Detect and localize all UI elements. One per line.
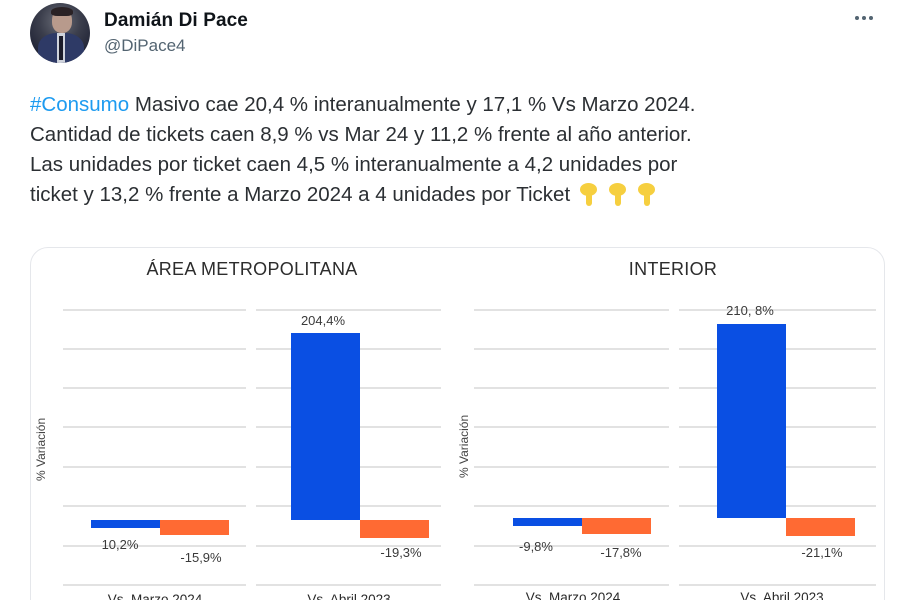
tweet-image-charts[interactable]: ÁREA METROPOLITANA INTERIOR % Variación … [30, 247, 885, 600]
avatar[interactable] [30, 3, 90, 63]
bar-metro-abril-blue [291, 333, 360, 520]
label-interior-marzo-blue: -9,8% [519, 539, 553, 554]
bar-interior-marzo-orange [582, 518, 651, 534]
more-options-button[interactable] [852, 12, 876, 24]
bar-interior-marzo-blue [513, 518, 582, 526]
tweet-line-1-text: Masivo cae 20,4 % interanualmente y 17,1… [129, 93, 696, 116]
bar-metro-marzo-blue [91, 520, 160, 528]
bar-interior-abril-orange [786, 518, 855, 536]
thumbs-down-icon [577, 181, 599, 207]
more-horizontal-icon [862, 16, 866, 20]
bar-interior-abril-blue [717, 324, 786, 518]
category-label-interior-marzo: Vs. Marzo 2024 [525, 590, 621, 600]
chart-title-area-metropolitana: ÁREA METROPOLITANA [146, 259, 358, 279]
author-handle[interactable]: @DiPace4 [104, 36, 186, 55]
avatar-hair [51, 7, 73, 16]
bar-metro-marzo-orange [160, 520, 229, 535]
label-interior-abril-orange: -21,1% [801, 545, 843, 560]
label-interior-abril-blue: 210, 8% [726, 303, 774, 318]
tweet-text: #Consumo Masivo cae 20,4 % interanualmen… [30, 90, 870, 210]
category-label-metro-abril: Vs. Abril 2023 [307, 592, 391, 600]
label-metro-abril-orange: -19,3% [380, 545, 422, 560]
avatar-tie [59, 36, 63, 60]
label-interior-marzo-orange: -17,8% [600, 545, 642, 560]
bar-metro-abril-orange [360, 520, 429, 538]
tweet-line-4-text: ticket y 13,2 % frente a Marzo 2024 a 4 … [30, 183, 571, 206]
tweet-line-4: ticket y 13,2 % frente a Marzo 2024 a 4 … [30, 180, 870, 210]
more-horizontal-icon [855, 16, 859, 20]
hashtag-link[interactable]: #Consumo [30, 93, 130, 116]
thumbs-down-icon [606, 181, 628, 207]
chart-title-interior: INTERIOR [628, 259, 718, 279]
tweet-line-2: Cantidad de tickets caen 8,9 % vs Mar 24… [30, 123, 692, 146]
chart-ylabel-left: % Variación [34, 417, 48, 481]
tweet-line-3: Las unidades por ticket caen 4,5 % inter… [30, 153, 678, 176]
tweet-line-1: #Consumo Masivo cae 20,4 % interanualmen… [30, 90, 870, 120]
category-label-interior-abril: Vs. Abril 2023 [740, 590, 824, 600]
label-metro-marzo-blue: 10,2% [101, 537, 139, 552]
category-label-metro-marzo: Vs. Marzo 2024 [107, 592, 203, 600]
more-horizontal-icon [869, 16, 873, 20]
chart-ylabel-right: % Variación [457, 414, 471, 478]
label-metro-abril-blue: 204,4% [300, 313, 346, 328]
author-name[interactable]: Damián Di Pace [104, 10, 248, 31]
thumbs-down-icon [635, 181, 657, 207]
label-metro-marzo-orange: -15,9% [180, 550, 222, 565]
